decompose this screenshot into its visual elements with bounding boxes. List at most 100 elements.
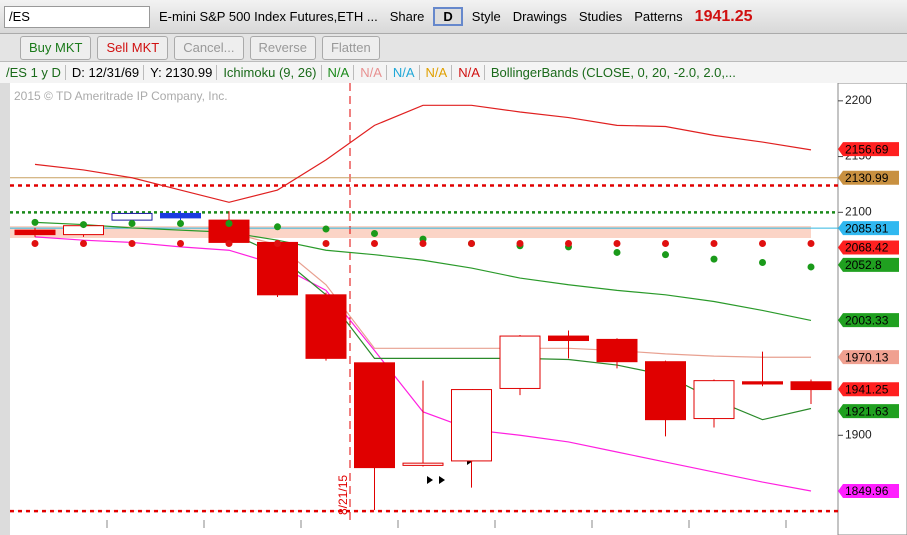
- price-tag-label: 2003.33: [845, 313, 889, 327]
- style[interactable]: Style: [471, 9, 501, 24]
- study-value: N/A: [360, 65, 387, 80]
- order-button[interactable]: Reverse: [249, 35, 316, 60]
- order-button[interactable]: Flatten: [321, 35, 380, 60]
- y-tick-label: 2100: [845, 204, 872, 218]
- study-value: N/A: [458, 65, 485, 80]
- candle-body: [645, 361, 686, 421]
- study-value: N/A: [393, 65, 420, 80]
- price-tag: [838, 313, 899, 328]
- cloud-dot: [662, 240, 669, 248]
- price-tag: [838, 240, 899, 255]
- cloud-dot: [759, 258, 766, 266]
- x-ticks: [106, 520, 787, 528]
- price-tag-label: 2052.8: [845, 258, 882, 272]
- cloud-dot: [371, 229, 378, 237]
- event-label: 8/21/15: [336, 475, 350, 515]
- price-tag: [838, 382, 899, 397]
- price-tag-label: 2156.69: [845, 142, 889, 156]
- study-line: [34, 221, 812, 322]
- price-tag-label: 2085.81: [845, 221, 889, 235]
- cloud-dot: [662, 251, 669, 259]
- candle-body: [499, 335, 541, 389]
- status-bar: /ES 1 y D D: 12/31/69 Y: 2130.99 Ichimok…: [0, 61, 907, 83]
- cloud-dot: [322, 225, 330, 233]
- patterns[interactable]: Patterns: [634, 9, 683, 24]
- study: BollingerBands (CLOSE, 0, 20, -2.0, 2.0,…: [490, 65, 736, 80]
- cloud-dot: [274, 240, 281, 248]
- cloud-dot: [759, 240, 766, 248]
- cloud-dot: [371, 240, 378, 248]
- chart: 2015 © TD Ameritrade IP Company, Inc. 8/…: [10, 83, 907, 535]
- cloud-dot: [128, 219, 136, 227]
- toolbar: /ES E-mini S&P 500 Index Futures,ETH ...…: [0, 0, 907, 34]
- price-tag: [838, 170, 899, 185]
- price-tag: [838, 257, 899, 272]
- plot-bg: [10, 83, 838, 535]
- cloud-dot: [128, 240, 136, 248]
- price-tag: [838, 350, 899, 365]
- share[interactable]: Share: [389, 9, 425, 24]
- price-tag-label: 1941.25: [845, 382, 889, 396]
- candle-body: [305, 294, 347, 359]
- cloud-dot: [468, 240, 475, 248]
- cloud-dot: [274, 223, 281, 231]
- price-tag: [838, 404, 899, 419]
- y-tick-label: 1900: [845, 427, 872, 441]
- price-tag: [838, 142, 899, 157]
- candle-body: [548, 335, 589, 342]
- cloud-dot: [565, 240, 572, 248]
- watermark: 2015 © TD Ameritrade IP Company, Inc.: [14, 89, 228, 103]
- cloud-dot: [225, 219, 233, 227]
- order-button[interactable]: Sell MKT: [97, 35, 169, 60]
- candle-body: [111, 212, 153, 221]
- order-button[interactable]: Cancel...: [174, 35, 244, 60]
- cloud-dot: [613, 248, 621, 256]
- candle-body: [14, 229, 56, 236]
- cloud-dot: [31, 240, 39, 248]
- price-tag: [838, 221, 899, 236]
- candle-body: [257, 241, 298, 296]
- cloud-dot: [322, 240, 330, 248]
- study-value: N/A: [328, 65, 355, 80]
- price-tag-label: 1921.63: [845, 404, 889, 418]
- cloud-dot: [80, 240, 87, 248]
- drawings[interactable]: Drawings: [512, 9, 567, 24]
- candle-body: [790, 381, 832, 391]
- cloud-dot: [177, 240, 184, 248]
- price-tag-label: 2068.42: [845, 241, 889, 255]
- study-line: [34, 104, 812, 203]
- candle-body: [402, 462, 444, 466]
- order-button[interactable]: Buy MKT: [20, 35, 92, 60]
- candle-body: [742, 381, 783, 385]
- cloud-dot: [225, 240, 233, 248]
- price-tag-label: 2130.99: [845, 171, 889, 185]
- candle-body: [451, 389, 492, 462]
- last-price: 1941.25: [694, 7, 753, 25]
- cloud-dot: [710, 255, 718, 263]
- candle-body: [693, 380, 735, 420]
- axis-bg: [837, 83, 907, 535]
- cloud-dot: [710, 240, 718, 248]
- period[interactable]: D: [433, 7, 463, 26]
- order-bar: Buy MKT Sell MKT Cancel... Reverse Flatten: [0, 34, 907, 61]
- price-tag-label: 1849.96: [845, 484, 889, 498]
- y-tick-label: 2200: [845, 93, 872, 107]
- study-value: N/A: [426, 65, 453, 80]
- cloud-dot: [177, 219, 184, 227]
- price-tag-label: 1970.13: [845, 350, 889, 364]
- cloud-dot: [613, 240, 621, 248]
- cloud-dot: [419, 240, 427, 248]
- price-tag: [838, 484, 899, 499]
- cloud-dot: [807, 263, 815, 271]
- cloud-dot: [80, 221, 87, 229]
- description: E-mini S&P 500 Index Futures,ETH ...: [159, 9, 378, 24]
- cursor-price: Y: 2130.99: [150, 65, 218, 80]
- candle-body: [596, 338, 638, 363]
- studies[interactable]: Studies: [578, 9, 623, 24]
- study: Ichimoku (9, 26): [223, 65, 322, 80]
- candle-body: [354, 362, 395, 469]
- cloud-dot: [516, 240, 524, 248]
- cloud-dot: [31, 218, 39, 226]
- symbol-box[interactable]: /ES: [4, 5, 150, 28]
